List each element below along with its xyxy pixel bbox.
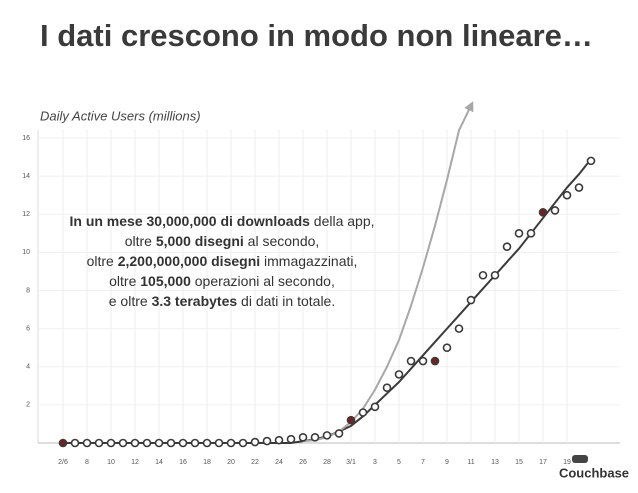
x-tick-label: 22	[251, 459, 259, 466]
data-point	[70, 438, 80, 448]
data-point	[58, 438, 68, 448]
annotation-text: di dati in totale.	[237, 293, 335, 309]
annotation-line: oltre 105,000 operazioni al secondo,	[109, 273, 335, 289]
data-point	[442, 343, 452, 352]
data-point	[250, 437, 260, 447]
data-point	[418, 356, 428, 366]
y-tick-label: 4	[26, 364, 30, 371]
data-point	[334, 429, 344, 438]
annotation-text: oltre	[109, 273, 140, 289]
data-point	[214, 438, 224, 448]
y-tick-label: 14	[22, 173, 30, 180]
data-point	[94, 438, 104, 448]
annotation-text: In un mese 30,000,000 di downloads	[69, 213, 310, 229]
x-tick-label: 13	[491, 459, 499, 466]
x-tick-label: 26	[299, 459, 307, 466]
data-point	[286, 434, 296, 444]
data-point	[154, 438, 164, 448]
data-point	[274, 435, 284, 445]
y-tick-label: 10	[22, 249, 30, 256]
data-point	[382, 383, 392, 393]
data-point	[298, 432, 308, 442]
data-point	[502, 242, 512, 251]
data-point	[346, 415, 356, 425]
annotation-line: In un mese 30,000,000 di downloads della…	[69, 213, 374, 229]
x-tick-label: 8	[85, 459, 89, 466]
data-point	[406, 356, 416, 366]
x-tick-label: 28	[323, 459, 331, 466]
data-point	[514, 229, 524, 238]
data-point	[466, 295, 476, 305]
data-point	[106, 438, 116, 448]
annotation-text: 3.3 terabytes	[152, 293, 238, 309]
data-point	[574, 183, 584, 192]
data-point	[550, 206, 560, 215]
x-tick-label: 15	[515, 459, 523, 466]
data-point	[262, 436, 272, 446]
x-tick-label: 17	[539, 459, 547, 466]
data-point	[430, 356, 440, 366]
y-tick-label: 8	[26, 287, 30, 294]
logo: Couchbase	[559, 465, 629, 480]
data-point	[526, 229, 536, 238]
annotation-line: oltre 2,200,000,000 disegni immagazzinat…	[87, 253, 358, 269]
data-point	[142, 438, 152, 448]
annotation-text: 105,000	[140, 273, 191, 289]
x-tick-label: 18	[203, 459, 211, 466]
data-point	[238, 438, 248, 448]
x-tick-label: 16	[179, 459, 187, 466]
data-point	[178, 438, 188, 448]
annotation-text: 2,200,000,000 disegni	[118, 253, 260, 269]
data-point	[454, 324, 464, 333]
annotation-text: oltre	[87, 253, 118, 269]
data-point	[370, 402, 380, 412]
annotation-text: oltre	[125, 233, 156, 249]
data-point	[118, 438, 128, 448]
data-point	[310, 432, 320, 442]
y-tick-label: 12	[22, 211, 30, 218]
x-tick-label: 11	[467, 459, 474, 466]
x-tick-label: 2/6	[58, 459, 68, 466]
y-tick-label: 6	[26, 325, 30, 332]
annotation-text: al secondo,	[244, 233, 320, 249]
x-tick-label: 7	[421, 459, 425, 466]
data-point	[322, 431, 332, 440]
data-point	[130, 438, 140, 448]
x-tick-label: 9	[445, 459, 449, 466]
x-tick-label: 14	[155, 459, 163, 466]
x-tick-label: 19	[563, 459, 571, 466]
annotation-text: e oltre	[109, 293, 152, 309]
x-tick-label: 24	[275, 459, 283, 466]
data-point	[394, 370, 404, 379]
data-point	[478, 270, 488, 280]
data-point	[490, 270, 500, 280]
data-point	[190, 438, 200, 448]
data-point	[586, 156, 596, 166]
x-tick-label: 10	[107, 459, 115, 466]
y-tick-label: 16	[22, 135, 30, 142]
data-point	[562, 190, 572, 200]
x-tick-label: 5	[397, 459, 401, 466]
data-point	[166, 438, 176, 448]
chart-subtitle: Daily Active Users (millions)	[40, 108, 201, 123]
slide-title: I dati crescono in modo non lineare…	[40, 18, 593, 53]
x-tick-label: 3	[373, 459, 377, 466]
x-tick-label: 12	[131, 459, 139, 466]
annotation-line: oltre 5,000 disegni al secondo,	[125, 233, 320, 249]
x-tick-label: 20	[227, 459, 235, 466]
annotation-text: operazioni al secondo,	[191, 273, 335, 289]
data-point	[82, 438, 92, 448]
annotation-text: della app,	[310, 213, 375, 229]
data-point	[226, 438, 236, 448]
annotation-line: e oltre 3.3 terabytes di dati in totale.	[109, 293, 335, 309]
data-point	[538, 208, 548, 217]
x-tick-label: 3/1	[346, 459, 356, 466]
annotation-text: 5,000 disegni	[156, 233, 244, 249]
data-point	[358, 408, 368, 417]
y-tick-label: 2	[26, 402, 30, 409]
data-point	[202, 438, 212, 448]
logo-icon	[572, 455, 588, 463]
annotation-text: immagazzinati,	[260, 253, 357, 269]
